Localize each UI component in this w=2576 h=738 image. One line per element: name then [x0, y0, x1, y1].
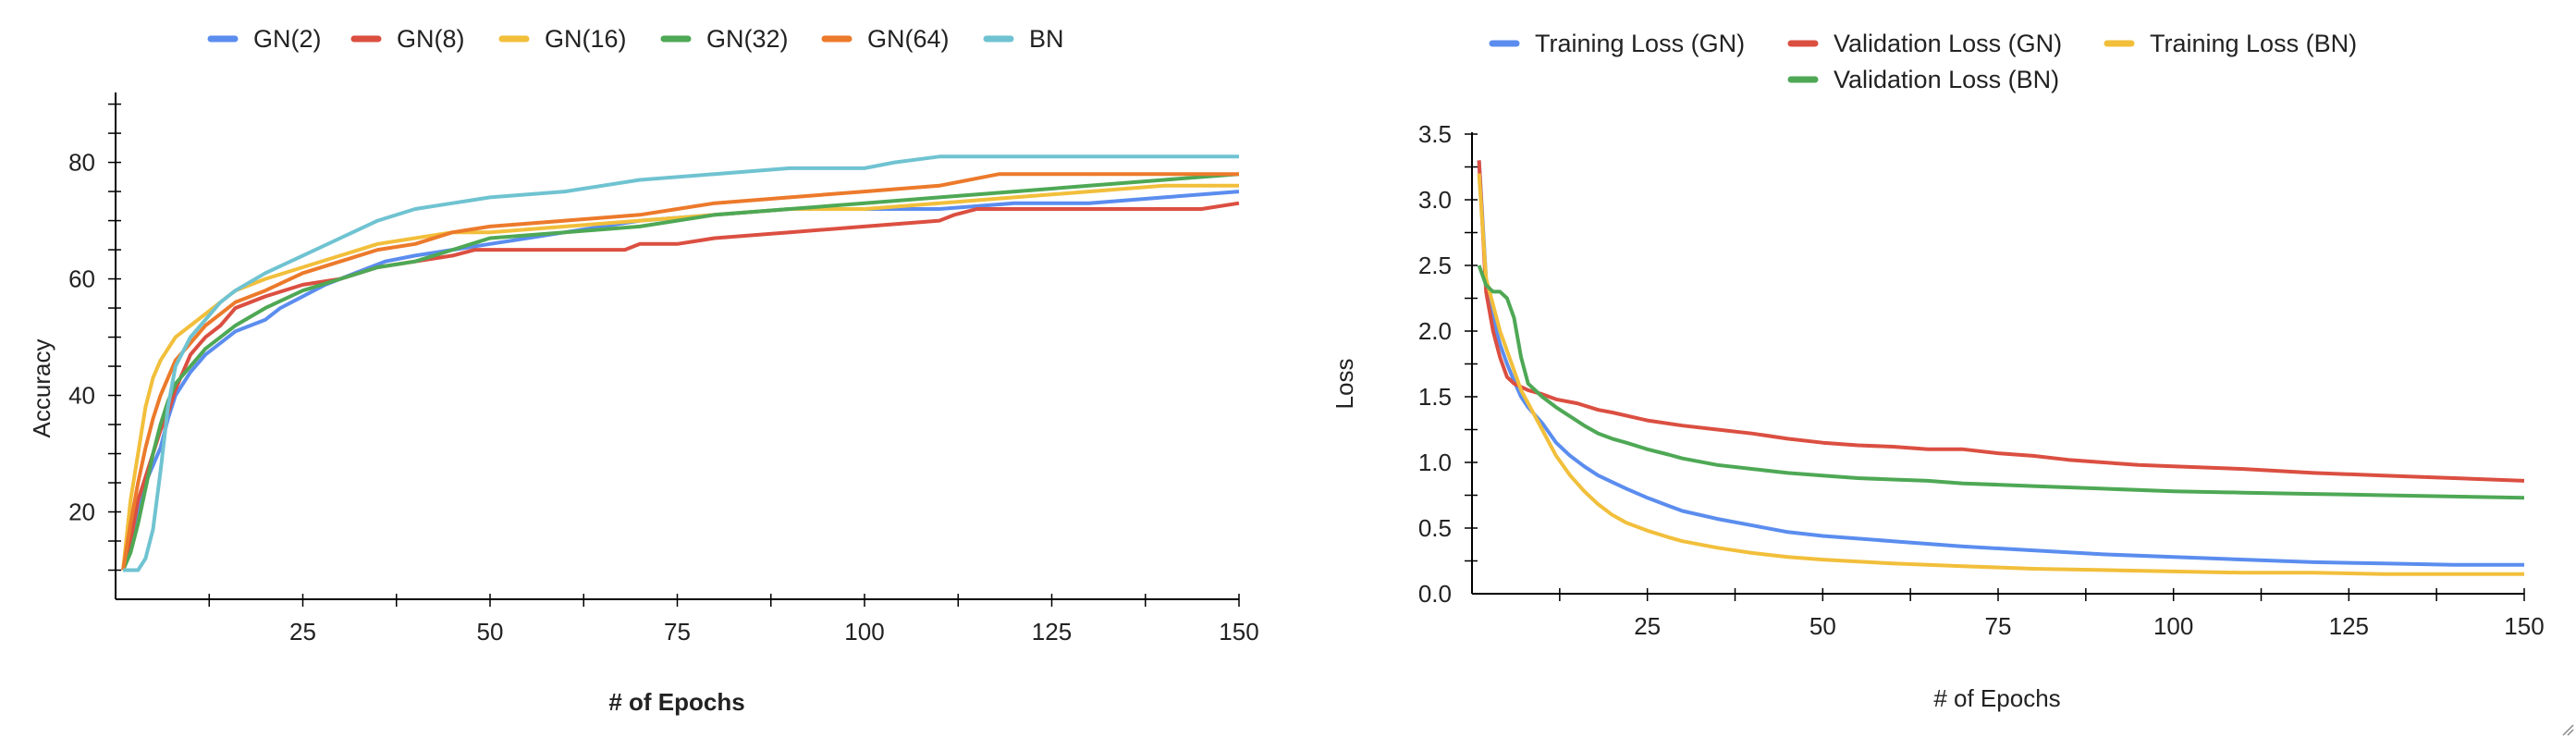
- series-line-bn: [123, 154, 1239, 572]
- series-line-training-loss-gn: [1477, 160, 2524, 567]
- legend-label: GN(2): [253, 25, 322, 53]
- x-tick-label: 125: [2329, 612, 2369, 640]
- legend-item[interactable]: GN(64): [821, 25, 950, 53]
- legend-item[interactable]: GN(32): [660, 25, 789, 53]
- y-tick-label: 2.5: [1418, 252, 1452, 279]
- series-line-gn-2: [121, 190, 1240, 572]
- legend-label: Training Loss (BN): [2150, 30, 2357, 57]
- series-line-gn-16: [121, 183, 1239, 571]
- series-line-training-loss-bn: [1477, 173, 2524, 576]
- y-tick-label: 0.0: [1418, 580, 1452, 608]
- x-tick-label: 50: [477, 618, 504, 646]
- legend-label: GN(8): [397, 25, 465, 53]
- legend-label: GN(64): [867, 25, 950, 53]
- y-tick-label: 60: [68, 265, 95, 293]
- series-line-gn-64: [121, 172, 1239, 571]
- x-tick-label: 100: [844, 618, 884, 646]
- legend-label: Validation Loss (GN): [1834, 30, 2062, 57]
- legend-item[interactable]: Training Loss (GN): [1489, 30, 1745, 57]
- resize-grip-icon[interactable]: [2561, 723, 2574, 736]
- loss-chart: 0.0 0.5 1.0 1.5 2.0 2.5 3.0 3.5 25 50 75 100 125 150 L…: [1331, 30, 2545, 712]
- legend-label: GN(16): [545, 25, 627, 53]
- accuracy-chart: 20 40 60 80 25 50 75 100 125 150 Accuracy # of Epoc…: [28, 25, 1259, 716]
- x-axis-title: # of Epochs: [1933, 684, 2060, 712]
- x-tick-label: 75: [1985, 612, 2012, 640]
- series-line-validation-loss-bn: [1477, 264, 2525, 500]
- y-axis-title: Loss: [1331, 359, 1358, 410]
- legend-label: Training Loss (GN): [1535, 30, 1745, 57]
- x-tick-label: 75: [664, 618, 691, 646]
- x-tick-label: 25: [289, 618, 316, 646]
- legend-item[interactable]: Validation Loss (GN): [1787, 30, 2062, 57]
- legend-item[interactable]: GN(2): [207, 25, 322, 53]
- y-tick-label: 0.5: [1418, 514, 1452, 542]
- y-tick-label: 3.0: [1418, 186, 1452, 214]
- x-tick-label: 25: [1634, 612, 1661, 640]
- legend-label: GN(32): [706, 25, 789, 53]
- x-tick-label: 50: [1809, 612, 1836, 640]
- series-line-gn-32: [121, 172, 1240, 572]
- legend-item[interactable]: Training Loss (BN): [2104, 30, 2357, 57]
- legend-item[interactable]: GN(8): [350, 25, 465, 53]
- legend-item[interactable]: Validation Loss (BN): [1787, 66, 2059, 93]
- y-tick-label: 80: [68, 149, 95, 177]
- y-tick-label: 1.5: [1418, 383, 1452, 411]
- series-line-validation-loss-gn: [1477, 160, 2525, 483]
- legend-label: BN: [1029, 25, 1064, 53]
- y-tick-label: 40: [68, 382, 95, 410]
- x-tick-label: 100: [2153, 612, 2193, 640]
- x-tick-label: 125: [1032, 618, 1072, 646]
- y-tick-label: 20: [68, 498, 95, 526]
- x-axis-title: # of Epochs: [608, 688, 744, 716]
- y-tick-label: 1.0: [1418, 449, 1452, 476]
- y-tick-label: 3.5: [1418, 120, 1452, 148]
- legend-item[interactable]: GN(16): [498, 25, 627, 53]
- y-axis-title: Accuracy: [28, 339, 55, 438]
- x-tick-label: 150: [2504, 612, 2544, 640]
- legend-item[interactable]: BN: [983, 25, 1064, 53]
- y-tick-label: 2.0: [1418, 317, 1452, 345]
- series-line-gn-8: [121, 201, 1240, 571]
- x-tick-label: 150: [1219, 618, 1258, 646]
- legend-label: Validation Loss (BN): [1834, 66, 2059, 93]
